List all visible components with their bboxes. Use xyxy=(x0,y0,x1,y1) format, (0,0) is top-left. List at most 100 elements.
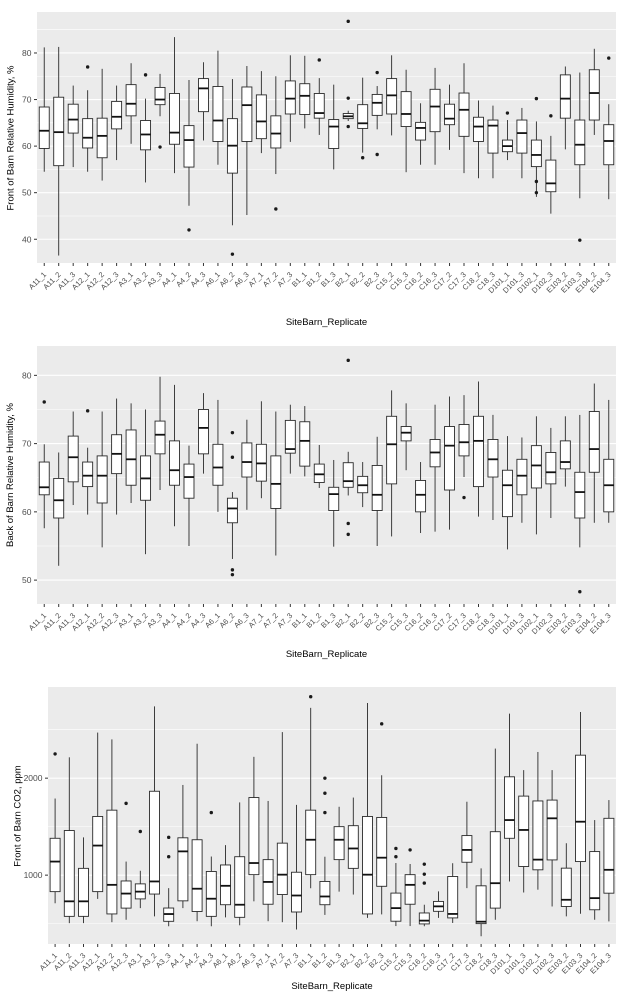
iqr-box xyxy=(291,871,302,913)
iqr-box xyxy=(120,880,132,909)
boxplot-E103_2 xyxy=(560,843,572,917)
boxplot-C15_2 xyxy=(390,846,402,927)
x-tick-label: A4_2 xyxy=(174,270,193,289)
x-tick-label: B2_1 xyxy=(333,270,352,289)
boxplot-C17_3 xyxy=(458,395,470,500)
outlier-dot xyxy=(230,572,235,577)
boxplot-A4_2 xyxy=(183,79,195,232)
iqr-box xyxy=(530,445,542,489)
outlier-dot xyxy=(274,207,278,211)
x-tick-label: B1_2 xyxy=(304,611,323,630)
iqr-box xyxy=(501,469,513,518)
boxplot-C17_2 xyxy=(444,396,455,530)
outlier-dot xyxy=(394,855,398,859)
boxplot-C16_2 xyxy=(415,462,427,534)
iqr-box xyxy=(276,842,288,895)
boxplot-A3_3 xyxy=(154,73,166,149)
iqr-box xyxy=(516,458,528,496)
iqr-box xyxy=(390,892,402,922)
iqr-box xyxy=(154,86,166,106)
boxplot-C17_3 xyxy=(461,801,473,889)
x-tick-label: A3_3 xyxy=(145,270,164,289)
iqr-box xyxy=(212,443,224,486)
y-tick-label: 60 xyxy=(22,141,32,151)
outlier-dot xyxy=(534,96,539,101)
iqr-box xyxy=(376,816,388,887)
boxplot-A4_2 xyxy=(191,743,203,922)
x-tick-label: A3_2 xyxy=(131,270,150,289)
iqr-box xyxy=(212,86,224,142)
iqr-box xyxy=(603,124,615,166)
iqr-box xyxy=(603,817,615,894)
iqr-box xyxy=(415,480,427,513)
iqr-box xyxy=(574,119,586,166)
iqr-box xyxy=(458,424,470,457)
iqr-box xyxy=(342,462,354,488)
boxplot-A4_3 xyxy=(205,810,217,927)
boxplot-A12_2 xyxy=(96,411,108,548)
boxplot-A12_1 xyxy=(92,732,104,899)
iqr-box xyxy=(226,497,238,524)
iqr-box xyxy=(111,100,123,130)
iqr-box xyxy=(447,876,459,919)
outlier-dot xyxy=(230,252,235,256)
boxplot-B1_1 xyxy=(299,406,311,477)
x-tick-label: B1_2 xyxy=(304,270,323,289)
boxplot-A3_2 xyxy=(149,706,160,917)
boxplot-E103_2 xyxy=(559,66,571,150)
iqr-box xyxy=(504,776,515,839)
boxplot-B1_3 xyxy=(328,459,340,547)
outlier-dot xyxy=(309,694,313,699)
outlier-dot xyxy=(124,801,128,806)
boxplot-A3_3 xyxy=(163,835,175,927)
outlier-dot xyxy=(380,722,384,726)
y-tick-label: 1000 xyxy=(24,870,43,880)
boxplot-A7_2 xyxy=(270,411,282,556)
boxplot-C15_3 xyxy=(400,403,412,471)
x-tick-label: A6_2 xyxy=(218,611,237,630)
boxplot-E104_3 xyxy=(603,800,615,922)
boxplot-E103_3 xyxy=(575,712,586,914)
outlier-dot xyxy=(346,96,350,100)
iqr-box xyxy=(270,115,282,149)
iqr-box xyxy=(545,159,557,193)
iqr-box xyxy=(418,912,430,925)
chart-back-relative-humidity: 50 60 70 80 A11_1 A11_2 A11_3 A12_1 A12_2 A12_3 A3… xyxy=(0,331,622,662)
boxplot-B2_1 xyxy=(342,19,354,129)
iqr-box xyxy=(82,461,94,488)
boxplot-E103_3 xyxy=(574,72,586,242)
boxplot-A3_2 xyxy=(140,73,152,183)
iqr-box xyxy=(149,790,160,895)
boxplot-B1_3 xyxy=(328,84,340,170)
outlier-dot xyxy=(323,791,327,795)
boxplot-D101_1 xyxy=(501,436,513,550)
y-tick-label: 80 xyxy=(22,370,32,380)
iqr-box xyxy=(305,809,317,876)
boxplot-C17_3 xyxy=(458,63,470,174)
boxplot-C16_3 xyxy=(429,67,441,165)
x-tick-label: B2_2 xyxy=(348,270,367,289)
boxplot-E104_2 xyxy=(588,383,600,523)
boxplot-D102_1 xyxy=(532,751,544,890)
x-tick-label: B1_1 xyxy=(290,611,309,630)
boxplot-C15_3 xyxy=(404,848,416,927)
x-tick-label: B1_1 xyxy=(290,270,309,289)
iqr-box xyxy=(241,442,253,478)
iqr-box xyxy=(49,837,61,893)
boxplot-A7_2 xyxy=(270,76,282,211)
iqr-box xyxy=(198,78,209,113)
boxplot-A3_1 xyxy=(134,829,146,909)
boxplot-A7_3 xyxy=(291,804,302,930)
iqr-box xyxy=(82,118,94,149)
boxplot-A12_3 xyxy=(111,85,123,161)
boxplot-A7_2 xyxy=(276,732,288,923)
x-tick-label: B2_1 xyxy=(333,611,352,630)
outlier-dot xyxy=(53,752,57,756)
x-axis-title-front-rh: SiteBarn_Replicate xyxy=(285,317,368,328)
outlier-dot xyxy=(578,238,582,242)
iqr-box xyxy=(248,797,260,876)
boxplot-A6_1 xyxy=(212,50,224,165)
outlier-dot xyxy=(167,855,171,859)
x-tick-label: A7_2 xyxy=(261,611,280,630)
boxplot-A12_2 xyxy=(106,739,118,923)
